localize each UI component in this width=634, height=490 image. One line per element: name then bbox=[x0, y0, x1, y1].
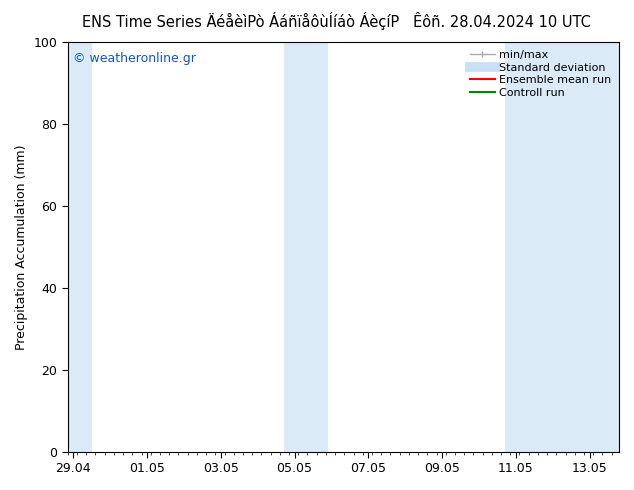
Bar bbox=[283, 42, 328, 452]
Text: © weatheronline.gr: © weatheronline.gr bbox=[74, 52, 197, 65]
Bar bbox=[505, 42, 619, 452]
Y-axis label: Precipitation Accumulation (mm): Precipitation Accumulation (mm) bbox=[15, 144, 28, 349]
Bar bbox=[68, 42, 92, 452]
Legend: min/max, Standard deviation, Ensemble mean run, Controll run: min/max, Standard deviation, Ensemble me… bbox=[465, 46, 616, 102]
Text: ENS Time Series ÄéåèìPò ÁáñïåôùÍíáò ÁèçíP   Êôñ. 28.04.2024 10 UTC: ENS Time Series ÄéåèìPò ÁáñïåôùÍíáò Áèçí… bbox=[82, 12, 592, 30]
